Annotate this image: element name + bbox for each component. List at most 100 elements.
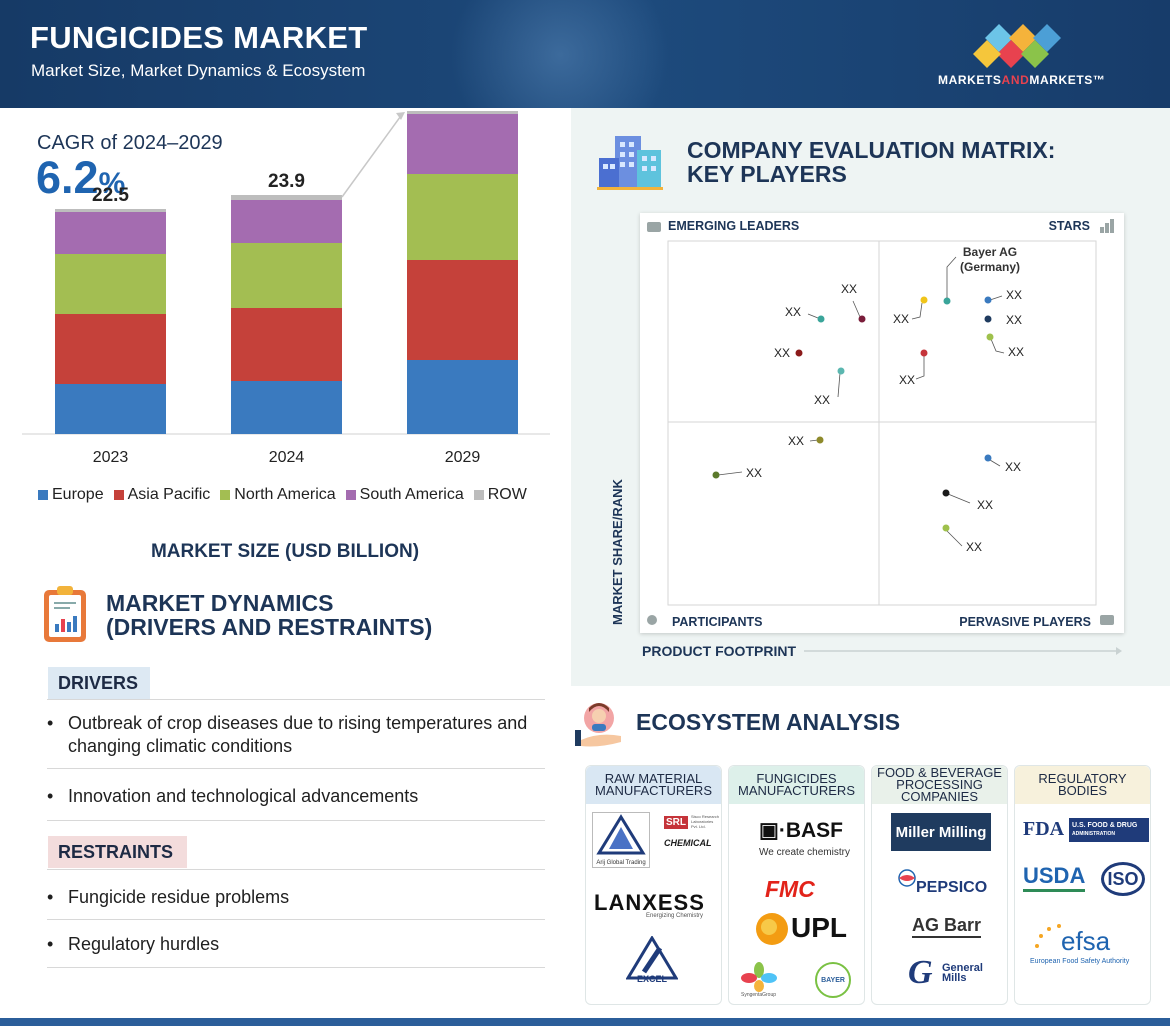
leader-line	[990, 338, 1005, 354]
company-label: XX	[814, 393, 830, 407]
legend-swatch	[38, 490, 48, 500]
divider	[47, 967, 545, 968]
company-label: XX	[1006, 288, 1022, 302]
efsa-sub: European Food Safety Authority	[1030, 958, 1130, 965]
company-dot	[795, 349, 803, 357]
company-dot	[920, 296, 928, 304]
x-axis-arrow	[804, 647, 1122, 655]
srl-mark: SRL	[664, 816, 688, 829]
bayer-logo: BAYER	[815, 962, 851, 998]
legend-label: Europe	[52, 486, 104, 503]
company-label: XX	[977, 498, 993, 512]
arij-mark-icon	[596, 814, 646, 855]
bullet: •	[47, 786, 54, 806]
bullet: •	[47, 934, 54, 954]
bar-segment-row	[407, 111, 518, 114]
basf-tag: We create chemistry	[759, 847, 850, 858]
divider	[47, 869, 545, 870]
upl-sun-icon	[756, 913, 788, 945]
cagr-number: 6.2	[36, 152, 99, 203]
cagr-unit: %	[98, 167, 126, 200]
bullet: •	[47, 713, 54, 733]
brand-part-and: AND	[1001, 73, 1030, 87]
page-subtitle: Market Size, Market Dynamics & Ecosystem	[31, 61, 366, 80]
leader-line	[837, 372, 841, 398]
leader-line	[989, 295, 1003, 301]
general-mills-line2: Mills	[942, 972, 967, 984]
general-mills-logo: General Mills	[942, 962, 983, 984]
y-axis-label: MARKET SHARE/RANK	[610, 479, 625, 625]
highlight-company-name: Bayer AG	[963, 245, 1017, 259]
matrix-title-line2: KEY PLAYERS	[687, 161, 847, 187]
general-mills-g-icon: G	[908, 954, 933, 991]
chart-title: MARKET SIZE (USD BILLION)	[150, 541, 420, 562]
restraint-text: Fungicide residue problems	[68, 887, 290, 907]
driver-item: • Outbreak of crop diseases due to rising…	[47, 712, 537, 758]
marketsandmarkets-logo[interactable]: MARKETSANDMARKETS™	[938, 22, 1128, 92]
participants-icon	[647, 615, 657, 625]
x-tick-label: 2024	[269, 449, 305, 466]
company-dot	[858, 315, 866, 323]
bar-total-label: 23.9	[268, 171, 305, 192]
brand-name: MARKETSANDMARKETS™	[938, 73, 1106, 87]
legend-swatch	[220, 490, 231, 500]
quadrant-stars: STARS	[1049, 219, 1090, 233]
quadrant-pervasive-players: PERVASIVE PLAYERS	[959, 615, 1091, 629]
eco-header: FOOD & BEVERAGE PROCESSING COMPANIES	[872, 766, 1007, 804]
legend-label: South America	[359, 486, 464, 503]
brand-part-markets: MARKETS	[938, 73, 1002, 87]
stars-icon	[1100, 227, 1104, 233]
bar-segment-south-america	[231, 200, 342, 243]
growth-arrow	[341, 112, 404, 198]
company-label: XX	[788, 434, 804, 448]
company-dot	[816, 436, 824, 444]
legend-label: ROW	[487, 486, 527, 503]
driver-text: Innovation and technological advancement…	[68, 786, 419, 806]
cagr-label: CAGR of 2024–2029	[37, 132, 223, 154]
driver-item: • Innovation and technological advancemen…	[47, 785, 537, 808]
legend-swatch	[473, 490, 484, 500]
leader-line	[807, 313, 819, 319]
fda-logo: FDA	[1023, 818, 1065, 840]
bar-segment-asia-pacific	[55, 314, 166, 384]
bar-segment-row	[231, 195, 342, 200]
legend-swatch	[113, 490, 124, 500]
arij-name: Arij Global Trading	[596, 860, 646, 866]
legend-label: North America	[234, 486, 336, 503]
srl-logo: SRL Sisco Research Laboratories Pvt. Ltd…	[664, 814, 719, 858]
pepsi-globe-icon	[898, 869, 916, 887]
stars-icon	[1110, 219, 1114, 233]
matrix-frame	[667, 240, 1097, 606]
driver-text: Outbreak of crop diseases due to rising …	[68, 713, 528, 756]
company-label: XX	[1006, 313, 1022, 327]
general-mills-line1: General	[942, 962, 983, 974]
bar-segment-row	[55, 209, 166, 212]
bullet: •	[47, 887, 54, 907]
us-fda-logo: U.S. FOOD & DRUG ADMINISTRATION	[1069, 818, 1149, 842]
divider	[47, 919, 545, 920]
drivers-tag: DRIVERS	[48, 667, 150, 699]
syngenta-flower-icon	[741, 962, 777, 992]
lanxess-logo: LANXESS	[594, 890, 705, 915]
emerging-leaders-icon	[647, 222, 661, 232]
leader-line	[947, 493, 971, 504]
efsa-logo: efsa	[1061, 926, 1111, 956]
company-label: XX	[785, 305, 801, 319]
dynamics-title-line2: (DRIVERS AND RESTRAINTS)	[106, 614, 433, 640]
srl-chemical: CHEMICAL	[664, 838, 712, 848]
legend-item: Europe	[38, 486, 104, 504]
leader-line	[915, 356, 925, 380]
company-label: XX	[746, 466, 762, 480]
company-dot	[920, 349, 928, 357]
eco-column-raw-material: RAW MATERIAL MANUFACTURERS Arij Global T…	[585, 765, 722, 1005]
restraint-text: Regulatory hurdles	[68, 934, 220, 954]
divider	[47, 699, 545, 700]
eco-column-regulatory: REGULATORY BODIES FDA U.S. FOOD & DRUG AD…	[1014, 765, 1151, 1005]
bar-total-label: 22.5	[92, 185, 129, 206]
clipboard-chart-icon	[44, 586, 86, 642]
ecosystem-hand-icon	[575, 703, 621, 747]
bar-segment-europe	[231, 381, 342, 434]
bar-segment-europe	[407, 360, 518, 434]
company-dot	[984, 454, 992, 462]
